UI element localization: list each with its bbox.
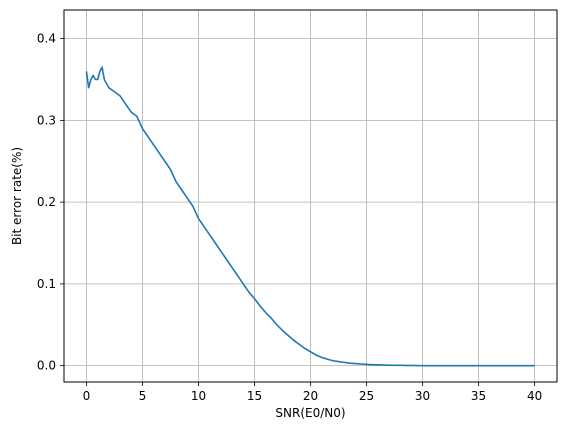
x-tick-label: 5 <box>139 389 147 403</box>
x-tick-label: 20 <box>303 389 318 403</box>
y-tick-label: 0.4 <box>37 32 56 46</box>
y-tick-label: 0.2 <box>37 195 56 209</box>
x-axis-ticks: 0 5 10 15 20 25 30 35 40 <box>83 382 542 403</box>
y-tick-label: 0.3 <box>37 113 56 127</box>
y-axis-ticks: 0.0 0.1 0.2 0.3 0.4 <box>37 32 64 373</box>
x-tick-label: 15 <box>247 389 262 403</box>
x-tick-label: 40 <box>527 389 542 403</box>
grid-lines <box>64 10 557 382</box>
x-axis-label: SNR(E0/N0) <box>275 406 345 420</box>
x-tick-label: 25 <box>359 389 374 403</box>
x-tick-label: 0 <box>83 389 91 403</box>
series-layer <box>85 66 535 367</box>
y-tick-label: 0.0 <box>37 359 56 373</box>
y-axis-label: Bit error rate(%) <box>10 147 24 245</box>
y-tick-label: 0.1 <box>37 277 56 291</box>
x-tick-label: 30 <box>415 389 430 403</box>
x-tick-label: 35 <box>471 389 486 403</box>
x-tick-label: 10 <box>191 389 206 403</box>
ber-series-line <box>85 66 535 367</box>
